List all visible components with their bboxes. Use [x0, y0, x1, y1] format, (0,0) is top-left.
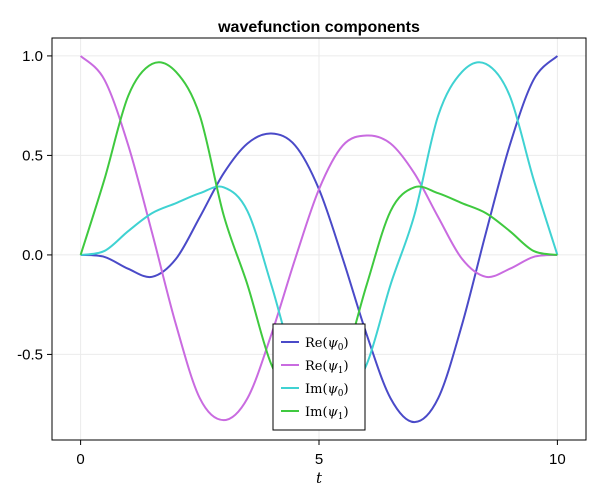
x-tick-label: 5: [315, 451, 323, 468]
legend-entry-label: Re(ψ1): [305, 359, 349, 376]
chart-title: wavefunction components: [217, 19, 420, 36]
x-tick-label: 10: [549, 451, 566, 468]
y-tick-label: 1.0: [22, 48, 43, 65]
y-tick-label: -0.5: [17, 346, 43, 363]
legend-entry-label: Re(ψ0): [305, 336, 349, 353]
x-tick-label: 0: [76, 451, 84, 468]
series-line-re-psi1: [79, 55, 558, 422]
legend: Re(ψ0) Re(ψ1) Im(ψ0) Im(ψ1): [272, 323, 366, 431]
legend-entry-label: Im(ψ0): [305, 382, 349, 399]
y-tick-label: 0.5: [22, 147, 43, 164]
legend-entry-label: Im(ψ1): [305, 405, 349, 422]
axis-ticks: 0 5 10 -0.5 0.0 0.5 1.0: [17, 48, 566, 468]
y-tick-label: 0.0: [22, 247, 43, 264]
series-line-re-psi0: [80, 55, 559, 424]
x-axis-label: t: [316, 469, 323, 487]
